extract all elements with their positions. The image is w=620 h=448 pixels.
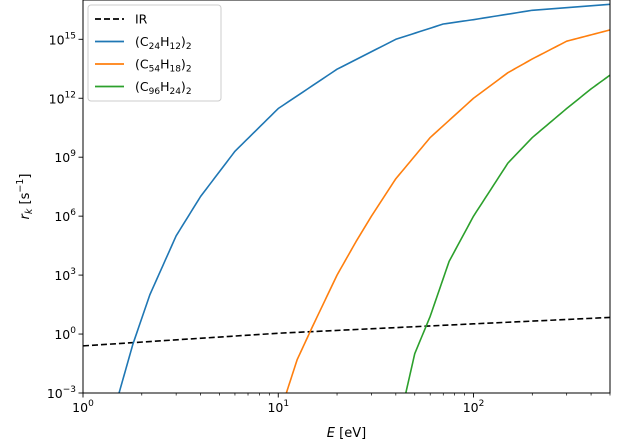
x-tick-label: 100: [72, 399, 94, 415]
y-tick-label: 1015: [49, 31, 76, 47]
y-tick-label: 100: [54, 326, 76, 342]
y-tick-label: 103: [54, 267, 76, 283]
x-axis-label: E [eV]: [327, 426, 366, 441]
series-line-1: [118, 3, 610, 393]
y-axis-label: rk [s−1]: [15, 174, 35, 220]
x-tick-label: 101: [267, 399, 289, 415]
y-tick-label: 106: [54, 208, 76, 224]
legend-label-0: IR: [135, 12, 148, 27]
series-line-2: [285, 29, 610, 393]
series-layer: [83, 3, 610, 393]
series-line-3: [405, 74, 610, 393]
y-tick-label: 1012: [49, 90, 76, 106]
legend-box: [87, 4, 222, 102]
legend-label-2: (C54H18)2: [135, 57, 192, 75]
legend-label-1: (C24H12)2: [135, 34, 192, 52]
y-tick-label: 109: [54, 149, 76, 165]
legend-label-3: (C96H24)2: [135, 79, 192, 97]
legend: IR (C24H12)2 (C54H18)2 (C96H24)2: [87, 4, 222, 102]
axes-frame: [82, 0, 611, 394]
y-tick-label: 10−3: [47, 385, 76, 401]
series-line-0: [83, 316, 610, 347]
x-tick-label: 102: [463, 399, 485, 415]
